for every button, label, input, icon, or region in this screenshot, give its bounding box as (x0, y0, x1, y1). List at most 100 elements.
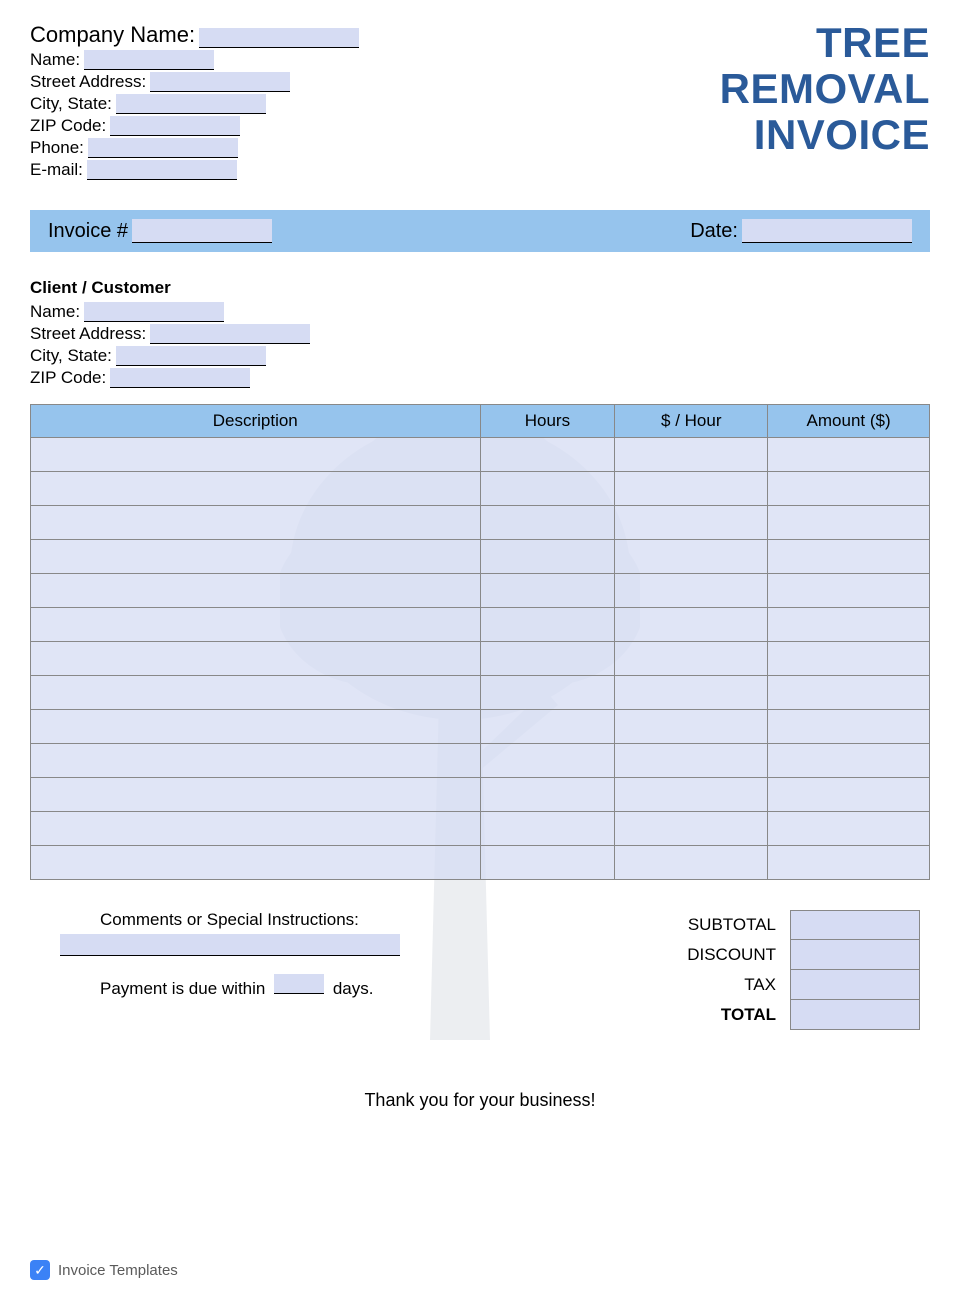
date-label: Date: (690, 220, 738, 243)
table-header-cell: $ / Hour (615, 405, 768, 438)
table-cell[interactable] (31, 506, 481, 540)
company-field-label: E-mail: (30, 160, 83, 180)
totals-value-box[interactable] (790, 940, 920, 970)
table-row (31, 438, 930, 472)
totals-block: SUBTOTALDISCOUNTTAXTOTAL (670, 910, 920, 1030)
table-row (31, 506, 930, 540)
client-field-input[interactable] (84, 302, 224, 322)
table-cell[interactable] (480, 812, 615, 846)
table-cell[interactable] (768, 812, 930, 846)
table-cell[interactable] (768, 676, 930, 710)
client-field-label: City, State: (30, 346, 112, 366)
table-cell[interactable] (480, 710, 615, 744)
table-cell[interactable] (615, 710, 768, 744)
table-cell[interactable] (768, 608, 930, 642)
client-field-label: Name: (30, 302, 80, 322)
table-cell[interactable] (615, 642, 768, 676)
company-name-input[interactable] (199, 28, 359, 48)
table-cell[interactable] (31, 642, 481, 676)
totals-value-box[interactable] (790, 1000, 920, 1030)
table-cell[interactable] (615, 472, 768, 506)
table-cell[interactable] (615, 506, 768, 540)
document-title: TREE REMOVAL INVOICE (720, 20, 930, 159)
company-field-input[interactable] (150, 72, 290, 92)
table-header-cell: Description (31, 405, 481, 438)
company-field-input[interactable] (84, 50, 214, 70)
invoice-number-label: Invoice # (48, 220, 128, 243)
table-cell[interactable] (480, 472, 615, 506)
thank-you-text: Thank you for your business! (30, 1090, 930, 1111)
table-cell[interactable] (615, 812, 768, 846)
table-cell[interactable] (768, 438, 930, 472)
table-row (31, 472, 930, 506)
table-cell[interactable] (615, 676, 768, 710)
table-cell[interactable] (768, 778, 930, 812)
table-row (31, 540, 930, 574)
table-cell[interactable] (768, 744, 930, 778)
table-cell[interactable] (768, 710, 930, 744)
title-line1: TREE (720, 20, 930, 66)
client-field-input[interactable] (116, 346, 266, 366)
table-cell[interactable] (31, 710, 481, 744)
invoice-number-input[interactable] (132, 219, 272, 243)
table-cell[interactable] (615, 608, 768, 642)
comments-block: Comments or Special Instructions: Paymen… (100, 910, 520, 999)
table-cell[interactable] (480, 744, 615, 778)
company-field-input[interactable] (88, 138, 238, 158)
title-line2: REMOVAL (720, 66, 930, 112)
table-cell[interactable] (480, 438, 615, 472)
table-cell[interactable] (480, 778, 615, 812)
table-cell[interactable] (768, 540, 930, 574)
title-line3: INVOICE (720, 112, 930, 158)
client-field-input[interactable] (150, 324, 310, 344)
totals-label: SUBTOTAL (670, 915, 790, 935)
totals-value-box[interactable] (790, 970, 920, 1000)
table-cell[interactable] (480, 540, 615, 574)
table-cell[interactable] (31, 608, 481, 642)
client-field-input[interactable] (110, 368, 250, 388)
table-cell[interactable] (31, 846, 481, 880)
totals-label: TOTAL (670, 1005, 790, 1025)
client-block: Client / Customer Name:Street Address:Ci… (30, 278, 930, 388)
table-cell[interactable] (31, 676, 481, 710)
table-header-cell: Amount ($) (768, 405, 930, 438)
table-cell[interactable] (768, 574, 930, 608)
payment-days-input[interactable] (274, 974, 324, 994)
totals-value-box[interactable] (790, 910, 920, 940)
table-cell[interactable] (480, 506, 615, 540)
table-cell[interactable] (768, 506, 930, 540)
table-cell[interactable] (768, 472, 930, 506)
table-cell[interactable] (31, 540, 481, 574)
table-cell[interactable] (615, 540, 768, 574)
table-cell[interactable] (480, 642, 615, 676)
company-field-input[interactable] (87, 160, 237, 180)
company-field-label: Street Address: (30, 72, 146, 92)
footer: ✓ Invoice Templates (30, 1260, 178, 1280)
comments-input[interactable] (60, 934, 400, 956)
table-cell[interactable] (615, 778, 768, 812)
table-cell[interactable] (615, 846, 768, 880)
table-cell[interactable] (480, 608, 615, 642)
company-field-input[interactable] (110, 116, 240, 136)
table-cell[interactable] (615, 574, 768, 608)
table-cell[interactable] (31, 574, 481, 608)
table-cell[interactable] (31, 472, 481, 506)
payment-suffix: days. (333, 979, 374, 998)
table-cell[interactable] (480, 676, 615, 710)
company-field-input[interactable] (116, 94, 266, 114)
table-cell[interactable] (31, 744, 481, 778)
company-field-label: Name: (30, 50, 80, 70)
table-cell[interactable] (615, 438, 768, 472)
table-cell[interactable] (768, 642, 930, 676)
client-heading: Client / Customer (30, 278, 930, 298)
table-cell[interactable] (31, 812, 481, 846)
company-field-label: ZIP Code: (30, 116, 106, 136)
table-cell[interactable] (615, 744, 768, 778)
table-cell[interactable] (768, 846, 930, 880)
table-cell[interactable] (480, 846, 615, 880)
table-cell[interactable] (31, 438, 481, 472)
table-cell[interactable] (480, 574, 615, 608)
table-row (31, 676, 930, 710)
table-cell[interactable] (31, 778, 481, 812)
date-input[interactable] (742, 219, 912, 243)
